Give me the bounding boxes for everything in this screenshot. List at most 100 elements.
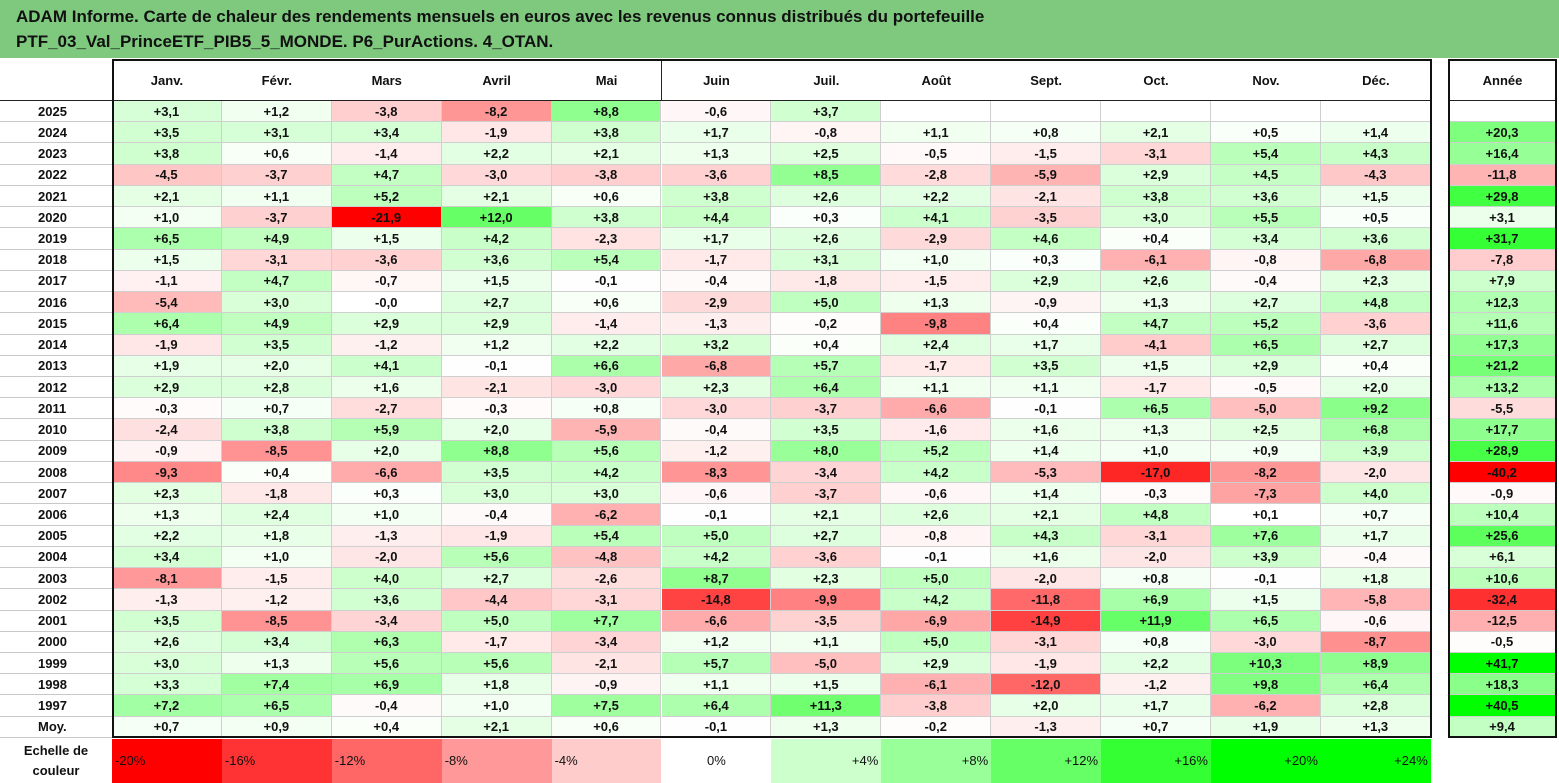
average-cell: +0,6: [551, 716, 662, 738]
heatmap-cell: -12,0: [991, 674, 1102, 696]
heatmap-cell: +6,8: [1320, 419, 1431, 441]
row-label: 2025: [0, 101, 112, 123]
heatmap-cell: +8,8: [551, 101, 662, 123]
heatmap-cell: +0,7: [221, 398, 332, 420]
heatmap-cell: +5,0: [441, 610, 552, 632]
heatmap-cell: +1,0: [221, 546, 332, 569]
scale-swatch: +20%: [1211, 738, 1321, 783]
heatmap-cell: -2,0: [991, 568, 1102, 590]
heatmap-cell: -3,8: [881, 695, 992, 717]
heatmap-cell: -14,9: [991, 610, 1102, 632]
heatmap-cell: -2,1: [991, 185, 1102, 208]
heatmap-cell: +2,5: [771, 143, 882, 165]
heatmap-cell: +0,6: [551, 185, 662, 208]
heatmap-cell: -1,2: [1101, 674, 1211, 696]
heatmap-cell: -1,2: [221, 589, 332, 611]
heatmap-cell: -3,8: [331, 101, 442, 123]
row-label: 2017: [0, 270, 112, 293]
heatmap-cell: -5,3: [991, 461, 1102, 484]
heatmap-cell: +1,5: [1101, 355, 1211, 377]
heatmap-cell: -0,1: [551, 270, 662, 293]
heatmap-cell: +1,5: [771, 674, 882, 696]
heatmap-cell: +5,2: [881, 440, 992, 462]
column-header: Sept.: [991, 59, 1103, 101]
scale-swatch: -16%: [221, 738, 332, 783]
heatmap-cell: +2,1: [551, 143, 662, 165]
heatmap-cell: +1,6: [331, 376, 442, 399]
heatmap-cell: [1211, 101, 1321, 123]
row-label: 2008: [0, 461, 112, 484]
heatmap-cell: +1,3: [221, 652, 332, 675]
heatmap-cell: +8,5: [771, 164, 882, 186]
heatmap-cell: -2,4: [112, 419, 222, 441]
heatmap-cell: +4,1: [331, 355, 442, 377]
row-label: 2009: [0, 440, 112, 462]
heatmap-cell: +5,9: [331, 419, 442, 441]
heatmap-cell: +1,4: [1320, 122, 1431, 144]
heatmap-cell: -3,8: [551, 164, 662, 186]
heatmap-cell: +5,0: [881, 631, 992, 653]
heatmap-cell: -1,1: [112, 270, 222, 293]
heatmap-cell: +1,8: [1320, 568, 1431, 590]
heatmap-cell: +2,0: [441, 419, 552, 441]
heatmap-cell: -2,0: [1101, 546, 1211, 569]
year-total-cell: +41,7: [1448, 652, 1557, 675]
heatmap-cell: +3,4: [1211, 228, 1321, 250]
heatmap-cell: +0,8: [1101, 631, 1211, 653]
heatmap-cell: +2,2: [551, 334, 662, 356]
heatmap-cell: -3,0: [661, 398, 772, 420]
heatmap-cell: +3,1: [112, 101, 222, 123]
heatmap-cell: +3,4: [331, 122, 442, 144]
heatmap-cell: -0,7: [331, 270, 442, 293]
heatmap-cell: -1,9: [991, 652, 1102, 675]
row-label: 2001: [0, 610, 112, 632]
row-label: 2014: [0, 334, 112, 356]
heatmap-cell: +1,1: [771, 631, 882, 653]
heatmap-cell: +1,5: [1320, 185, 1431, 208]
heatmap-cell: -1,3: [331, 525, 442, 547]
heatmap-cell: -1,8: [771, 270, 882, 293]
heatmap-cell: +6,5: [1101, 398, 1211, 420]
heatmap-cell: -0,2: [771, 313, 882, 335]
scale-label-line1: Echelle de: [23, 743, 89, 758]
title-bar: ADAM Informe. Carte de chaleur des rende…: [0, 0, 1559, 58]
heatmap-cell: +3,3: [112, 674, 222, 696]
year-total-cell: -0,5: [1448, 631, 1557, 653]
scale-swatch: -8%: [441, 738, 552, 783]
average-cell: +1,9: [1211, 716, 1321, 738]
heatmap-cell: +2,9: [1211, 355, 1321, 377]
heatmap-cell: +5,0: [771, 292, 882, 314]
year-total-cell: -0,9: [1448, 483, 1557, 505]
year-total-cell: +25,6: [1448, 525, 1557, 547]
year-total-cell: +7,9: [1448, 270, 1557, 293]
heatmap-cell: +2,2: [441, 143, 552, 165]
heatmap-cell: -5,0: [771, 652, 882, 675]
row-label: 2015: [0, 313, 112, 335]
heatmap-cell: +3,0: [221, 292, 332, 314]
heatmap-cell: -1,4: [331, 143, 442, 165]
heatmap-cell: +2,6: [112, 631, 222, 653]
heatmap-cell: +2,7: [441, 292, 552, 314]
heatmap-cell: -5,9: [551, 419, 662, 441]
year-total-cell: -12,5: [1448, 610, 1557, 632]
year-total-cell: +10,6: [1448, 568, 1557, 590]
heatmap-cell: +0,4: [1320, 355, 1431, 377]
heatmap-cell: +3,8: [551, 207, 662, 229]
heatmap-cell: +4,2: [661, 546, 772, 569]
heatmap-cell: -2,0: [1320, 461, 1431, 484]
heatmap-cell: +3,4: [112, 546, 222, 569]
heatmap-cell: -2,0: [331, 546, 442, 569]
column-header: Janv.: [112, 59, 223, 101]
heatmap-cell: -8,2: [441, 101, 552, 123]
heatmap-cell: +3,0: [551, 483, 662, 505]
heatmap-cell: +4,7: [1101, 313, 1211, 335]
heatmap-cell: -4,8: [551, 546, 662, 569]
heatmap-cell: +8,0: [771, 440, 882, 462]
scale-swatch: -20%: [112, 738, 222, 783]
heatmap-cell: +2,4: [881, 334, 992, 356]
heatmap-cell: +2,6: [1101, 270, 1211, 293]
heatmap-cell: +2,3: [1320, 270, 1431, 293]
heatmap-cell: +2,7: [441, 568, 552, 590]
heatmap-cell: +5,7: [771, 355, 882, 377]
heatmap-cell: +3,0: [441, 483, 552, 505]
